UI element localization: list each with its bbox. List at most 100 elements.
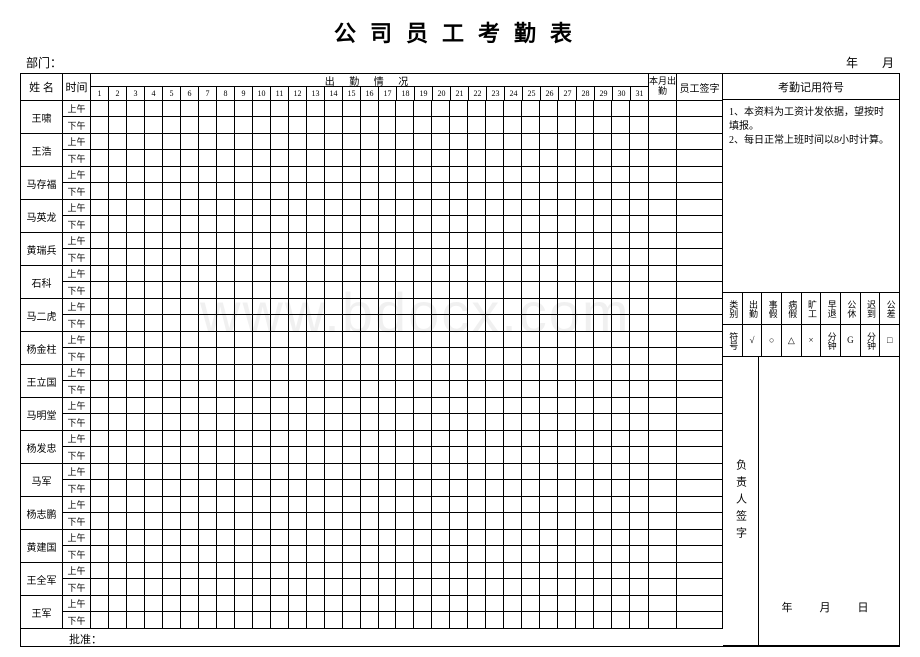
attendance-cell[interactable] <box>414 530 432 545</box>
attendance-cell[interactable] <box>558 167 576 182</box>
attendance-cell[interactable] <box>163 612 181 628</box>
attendance-cell[interactable] <box>504 266 522 281</box>
attendance-cell[interactable] <box>486 431 504 446</box>
signature-cell[interactable] <box>677 134 723 149</box>
attendance-cell[interactable] <box>450 447 468 463</box>
attendance-cell[interactable] <box>576 431 594 446</box>
attendance-cell[interactable] <box>612 282 630 298</box>
attendance-cell[interactable] <box>486 167 504 182</box>
attendance-cell[interactable] <box>217 563 235 578</box>
attendance-cell[interactable] <box>199 101 217 116</box>
attendance-cell[interactable] <box>540 167 558 182</box>
attendance-cell[interactable] <box>109 332 127 347</box>
attendance-cell[interactable] <box>630 282 648 298</box>
attendance-cell[interactable] <box>361 233 379 248</box>
attendance-cell[interactable] <box>630 200 648 215</box>
attendance-cell[interactable] <box>612 101 630 116</box>
attendance-cell[interactable] <box>450 117 468 133</box>
attendance-cell[interactable] <box>253 480 271 496</box>
attendance-cell[interactable] <box>253 348 271 364</box>
attendance-cell[interactable] <box>396 266 414 281</box>
attendance-cell[interactable] <box>612 530 630 545</box>
attendance-cell[interactable] <box>253 513 271 529</box>
attendance-cell[interactable] <box>558 282 576 298</box>
month-total-cell[interactable] <box>649 398 677 413</box>
attendance-cell[interactable] <box>432 365 450 380</box>
attendance-cell[interactable] <box>594 563 612 578</box>
attendance-cell[interactable] <box>235 530 253 545</box>
attendance-cell[interactable] <box>289 464 307 479</box>
attendance-cell[interactable] <box>235 497 253 512</box>
attendance-cell[interactable] <box>91 332 109 347</box>
attendance-cell[interactable] <box>361 530 379 545</box>
attendance-cell[interactable] <box>450 101 468 116</box>
attendance-cell[interactable] <box>235 216 253 232</box>
attendance-cell[interactable] <box>540 332 558 347</box>
attendance-cell[interactable] <box>468 480 486 496</box>
attendance-cell[interactable] <box>289 315 307 331</box>
attendance-cell[interactable] <box>630 266 648 281</box>
attendance-cell[interactable] <box>396 530 414 545</box>
attendance-cell[interactable] <box>163 414 181 430</box>
attendance-cell[interactable] <box>325 480 343 496</box>
attendance-cell[interactable] <box>630 563 648 578</box>
attendance-cell[interactable] <box>414 563 432 578</box>
attendance-cell[interactable] <box>343 315 361 331</box>
attendance-cell[interactable] <box>307 480 325 496</box>
attendance-cell[interactable] <box>576 299 594 314</box>
attendance-cell[interactable] <box>414 216 432 232</box>
attendance-cell[interactable] <box>235 150 253 166</box>
attendance-cell[interactable] <box>325 431 343 446</box>
attendance-cell[interactable] <box>289 365 307 380</box>
attendance-cell[interactable] <box>307 315 325 331</box>
attendance-cell[interactable] <box>504 414 522 430</box>
attendance-cell[interactable] <box>432 596 450 611</box>
attendance-cell[interactable] <box>343 134 361 149</box>
attendance-cell[interactable] <box>379 530 397 545</box>
attendance-cell[interactable] <box>450 167 468 182</box>
attendance-cell[interactable] <box>217 101 235 116</box>
attendance-cell[interactable] <box>630 117 648 133</box>
attendance-cell[interactable] <box>145 150 163 166</box>
attendance-cell[interactable] <box>504 447 522 463</box>
attendance-cell[interactable] <box>163 299 181 314</box>
attendance-cell[interactable] <box>468 596 486 611</box>
attendance-cell[interactable] <box>612 612 630 628</box>
attendance-cell[interactable] <box>199 563 217 578</box>
attendance-cell[interactable] <box>127 200 145 215</box>
attendance-cell[interactable] <box>468 134 486 149</box>
attendance-cell[interactable] <box>289 480 307 496</box>
attendance-cell[interactable] <box>199 579 217 595</box>
attendance-cell[interactable] <box>594 117 612 133</box>
attendance-cell[interactable] <box>522 134 540 149</box>
attendance-cell[interactable] <box>361 513 379 529</box>
attendance-cell[interactable] <box>396 282 414 298</box>
attendance-cell[interactable] <box>396 167 414 182</box>
attendance-cell[interactable] <box>504 563 522 578</box>
attendance-cell[interactable] <box>576 398 594 413</box>
attendance-cell[interactable] <box>307 134 325 149</box>
attendance-cell[interactable] <box>289 299 307 314</box>
attendance-cell[interactable] <box>486 249 504 265</box>
attendance-cell[interactable] <box>199 282 217 298</box>
attendance-cell[interactable] <box>396 183 414 199</box>
attendance-cell[interactable] <box>486 183 504 199</box>
attendance-cell[interactable] <box>486 315 504 331</box>
attendance-cell[interactable] <box>271 596 289 611</box>
attendance-cell[interactable] <box>109 612 127 628</box>
attendance-cell[interactable] <box>540 431 558 446</box>
attendance-cell[interactable] <box>630 447 648 463</box>
attendance-cell[interactable] <box>594 299 612 314</box>
attendance-cell[interactable] <box>235 332 253 347</box>
attendance-cell[interactable] <box>235 381 253 397</box>
attendance-cell[interactable] <box>630 101 648 116</box>
attendance-cell[interactable] <box>361 398 379 413</box>
attendance-cell[interactable] <box>361 183 379 199</box>
attendance-cell[interactable] <box>450 216 468 232</box>
month-total-cell[interactable] <box>649 563 677 578</box>
attendance-cell[interactable] <box>271 579 289 595</box>
attendance-cell[interactable] <box>199 332 217 347</box>
attendance-cell[interactable] <box>594 282 612 298</box>
attendance-cell[interactable] <box>217 117 235 133</box>
attendance-cell[interactable] <box>594 134 612 149</box>
